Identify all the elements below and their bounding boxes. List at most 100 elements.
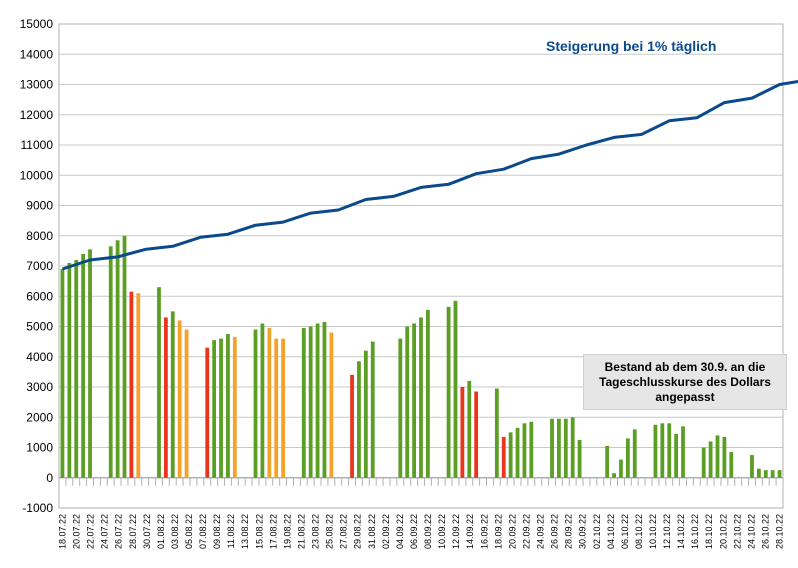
bar [177, 320, 182, 478]
bar [184, 329, 189, 478]
bar [515, 427, 520, 478]
y-tick-label: 3000 [26, 380, 53, 394]
bar [60, 269, 65, 478]
x-tick-label: 01.08.22 [156, 514, 166, 549]
y-tick-label: 13000 [20, 78, 54, 92]
bar [170, 311, 175, 478]
bar [605, 445, 610, 478]
x-tick-label: 04.10.22 [606, 514, 616, 549]
bar [88, 249, 92, 478]
bar [550, 418, 554, 478]
x-tick-label: 14.09.22 [465, 514, 475, 549]
bar [681, 426, 685, 478]
y-tick-label: 1000 [26, 441, 53, 455]
bar [357, 361, 361, 478]
bar [350, 374, 354, 478]
y-tick-label: 6000 [26, 289, 53, 303]
x-tick-label: 27.08.22 [339, 514, 349, 549]
bar [770, 470, 775, 478]
x-tick-label: 13.08.22 [240, 514, 250, 549]
bar [274, 338, 279, 478]
x-tick-label: 18.07.22 [57, 514, 67, 549]
plot-frame [58, 23, 784, 509]
bar [701, 447, 706, 478]
bar [363, 350, 368, 478]
x-tick-label: 04.09.22 [395, 514, 405, 549]
bar [708, 441, 713, 478]
bar [260, 323, 265, 478]
bar [315, 323, 320, 478]
series-label: Steigerung bei 1% täglich [546, 38, 716, 54]
x-tick-label: 20.09.22 [507, 514, 517, 549]
bar [660, 423, 665, 478]
x-tick-label: 26.07.22 [114, 514, 124, 549]
bar [412, 323, 417, 478]
x-tick-label: 11.08.22 [226, 514, 236, 548]
x-tick-label: 16.09.22 [479, 514, 489, 549]
bar [253, 329, 258, 478]
bar [674, 433, 679, 478]
bar [157, 287, 161, 478]
bar [557, 418, 561, 478]
x-tick-label: 07.08.22 [198, 514, 208, 549]
bar [667, 423, 672, 478]
x-tick-label: 03.08.22 [170, 514, 180, 549]
bar [398, 338, 403, 478]
bar [460, 387, 465, 478]
bar [67, 262, 72, 478]
bar [163, 317, 168, 478]
bar [419, 317, 423, 478]
y-tick-label: 14000 [20, 47, 54, 61]
bar [453, 300, 458, 478]
x-tick-label: 22.09.22 [521, 514, 531, 549]
x-tick-label: 19.08.22 [282, 514, 292, 549]
y-tick-label: 9000 [26, 199, 53, 213]
annotation-box: Bestand ab dem 30.9. an die Tageschlussk… [583, 354, 787, 410]
x-tick-label: 09.08.22 [212, 514, 222, 549]
bar [129, 291, 134, 478]
bar [756, 468, 761, 478]
x-tick-label: 16.10.22 [690, 514, 700, 549]
bar [522, 423, 527, 478]
bar [577, 439, 582, 478]
x-tick-label: 24.07.22 [100, 514, 110, 549]
x-tick-label: 18.10.22 [704, 514, 714, 549]
bar [81, 253, 86, 478]
bar [508, 432, 513, 478]
bar [474, 391, 479, 478]
x-tick-label: 10.09.22 [437, 514, 447, 549]
x-tick-label: 08.09.22 [423, 514, 433, 549]
y-tick-label: 11000 [21, 138, 54, 152]
bar [226, 334, 230, 478]
x-tick-label: 02.09.22 [381, 514, 391, 549]
x-tick-label: 31.08.22 [367, 514, 377, 549]
x-tick-label: 24.09.22 [536, 514, 546, 549]
bar [750, 455, 754, 478]
bar [570, 417, 575, 478]
bar [494, 388, 499, 478]
x-tick-label: 15.08.22 [254, 514, 264, 549]
bar [322, 321, 327, 478]
x-tick-label: 25.08.22 [325, 514, 335, 549]
annotation-line-2: Tageschlusskurse des Dollars [599, 374, 771, 389]
series-line-steigerung [61, 79, 798, 271]
x-tick-label: 30.09.22 [578, 514, 588, 549]
x-tick-label: 12.10.22 [662, 514, 672, 549]
bar [370, 341, 375, 478]
y-tick-label: 7000 [26, 259, 53, 273]
x-tick-label: 20.07.22 [72, 514, 82, 549]
x-tick-label: 28.07.22 [128, 514, 138, 549]
bar [529, 421, 534, 478]
bar [122, 235, 127, 478]
bar [722, 436, 727, 478]
annotation-line-1: Bestand ab dem 30.9. an die [604, 359, 766, 374]
x-tick-label: 26.10.22 [760, 514, 770, 549]
bar [632, 429, 637, 478]
x-tick-label: 28.09.22 [564, 514, 574, 549]
x-tick-label: 18.09.22 [493, 514, 503, 549]
x-tick-label: 14.10.22 [676, 514, 686, 549]
bar [405, 326, 410, 478]
bar [115, 240, 120, 478]
y-tick-label: 4000 [26, 350, 53, 364]
